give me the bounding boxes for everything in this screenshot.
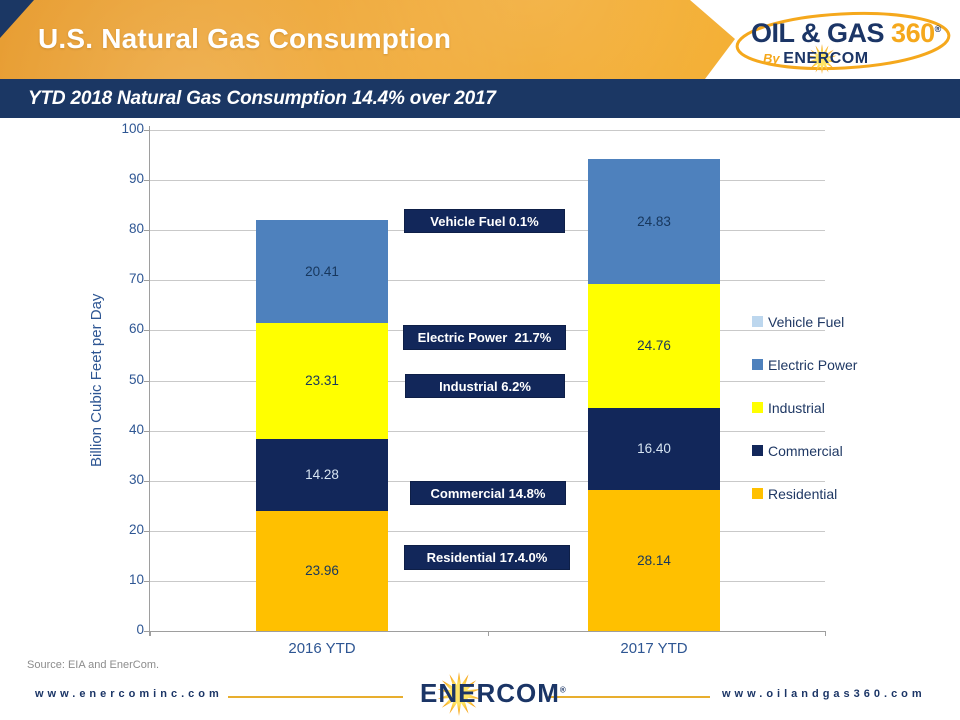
callout-vehicle-fuel: Vehicle Fuel 0.1% — [404, 209, 565, 233]
corner-triangle-decoration — [0, 0, 34, 38]
legend-label: Vehicle Fuel — [768, 313, 845, 330]
subtitle-bar: YTD 2018 Natural Gas Consumption 14.4% o… — [0, 79, 960, 118]
x-tick-mark — [150, 631, 151, 636]
callout-industrial: Industrial 6.2% — [405, 374, 565, 398]
y-tick-label: 20 — [128, 521, 144, 537]
footer-brand-text: ENERCOM — [420, 678, 560, 708]
legend: Vehicle Fuel Electric Power Industrial Comm… — [752, 300, 857, 515]
legend-label: Commercial — [768, 442, 843, 459]
gridline — [150, 580, 825, 582]
y-tick-label: 30 — [128, 471, 144, 487]
enercominc-link[interactable]: www.enercominc.com — [35, 688, 223, 700]
gridline — [150, 180, 825, 182]
gridline — [150, 430, 825, 432]
chart-subtitle: YTD 2018 Natural Gas Consumption 14.4% o… — [28, 88, 496, 109]
legend-label: Industrial — [768, 399, 825, 416]
logo-byline: By ENERCOM — [763, 50, 869, 68]
bar-segment-electric-power — [256, 220, 388, 323]
y-tick-label: 100 — [121, 121, 144, 136]
y-tick-mark — [144, 130, 150, 131]
legend-swatch-icon — [752, 402, 763, 413]
logo-by: By — [763, 51, 784, 66]
logo-enercom: ENERCOM — [783, 50, 869, 67]
footer-divider-right — [548, 696, 710, 698]
bar-value-label: 16.40 — [637, 440, 671, 456]
y-tick-mark — [144, 430, 150, 432]
bar-segment-industrial — [256, 322, 388, 440]
legend-item-industrial: Industrial — [752, 386, 857, 429]
y-tick-label: 50 — [128, 371, 144, 387]
source-note: Source: EIA and EnerCom. — [27, 659, 160, 671]
page-title: U.S. Natural Gas Consumption — [38, 23, 452, 54]
oil-and-gas-360-logo: OIL & GAS 360® By ENERCOM — [690, 0, 960, 79]
bar-segment-commercial — [588, 407, 720, 491]
bar-value-label: 14.28 — [305, 467, 339, 483]
category-label: 2017 YTD — [620, 640, 688, 657]
y-tick-label: 40 — [128, 421, 144, 437]
y-tick-label: 0 — [136, 622, 144, 637]
gridline — [150, 280, 825, 282]
gridline — [150, 130, 825, 131]
oilandgas360-link[interactable]: www.oilandgas360.com — [722, 688, 926, 700]
legend-swatch-icon — [752, 445, 763, 456]
bar-segment-industrial — [588, 283, 720, 408]
footer-registered-mark-icon: ® — [559, 685, 567, 695]
logo-gas: GAS — [827, 18, 885, 48]
y-tick-label: 90 — [128, 171, 144, 187]
bar-value-label: 24.76 — [637, 337, 671, 353]
logo-wordmark: OIL & GAS 360® — [751, 18, 941, 49]
logo-amp: & — [794, 18, 828, 48]
logo-oil: OIL — [751, 18, 795, 48]
bar-value-label: 23.96 — [305, 563, 339, 578]
legend-item-electric-power: Electric Power — [752, 343, 857, 386]
y-tick-mark — [144, 380, 150, 382]
x-tick-mark — [825, 631, 826, 636]
callout-residential: Residential 17.4.0% — [404, 545, 570, 570]
y-tick-mark — [144, 480, 150, 482]
legend-swatch-icon — [752, 316, 763, 327]
y-tick-mark — [144, 631, 150, 632]
y-axis-line — [149, 126, 150, 636]
callout-commercial: Commercial 14.8% — [410, 481, 566, 505]
y-tick-mark — [144, 280, 150, 282]
callout-electric-power: Electric Power 21.7% — [403, 325, 566, 350]
bar-value-label: 23.31 — [305, 373, 339, 388]
y-tick-mark — [144, 180, 150, 182]
legend-swatch-icon — [752, 359, 763, 370]
registered-mark-icon: ® — [934, 24, 942, 34]
legend-label: Electric Power — [768, 356, 858, 373]
footer-enercom-logo: ENERCOM® — [420, 678, 567, 709]
footer-divider-left — [228, 696, 403, 698]
bar-value-label: 24.83 — [637, 213, 671, 229]
bar-value-label: 20.41 — [305, 263, 339, 279]
legend-item-residential: Residential — [752, 472, 857, 515]
legend-label: Residential — [768, 485, 838, 502]
logo-swoosh-icon — [735, 11, 951, 71]
x-tick-mark — [487, 631, 489, 636]
y-tick-mark — [144, 330, 150, 332]
y-tick-mark — [144, 580, 150, 582]
gridline — [150, 530, 825, 532]
header: U.S. Natural Gas Consumption OIL & GAS 3… — [0, 0, 960, 79]
y-tick-mark — [144, 530, 150, 532]
legend-item-vehicle-fuel: Vehicle Fuel — [752, 300, 857, 343]
y-tick-label: 60 — [128, 321, 144, 337]
y-tick-label: 80 — [128, 221, 144, 237]
legend-item-commercial: Commercial — [752, 429, 857, 472]
y-tick-label: 70 — [128, 271, 144, 287]
bar-segment-residential — [256, 511, 388, 631]
logo-360: 360 — [884, 18, 935, 48]
bar-segment-electric-power — [588, 159, 720, 284]
bar-segment-residential — [588, 490, 720, 631]
y-tick-label: 10 — [128, 571, 144, 587]
bar-segment-commercial — [256, 439, 388, 511]
bar-value-label: 28.14 — [637, 552, 671, 568]
category-label: 2016 YTD — [288, 640, 356, 657]
legend-swatch-icon — [752, 488, 763, 499]
plot-area: 23.96 14.28 23.31 20.41 2016 YTD 28.14 16.40 24… — [149, 126, 826, 657]
y-tick-mark — [144, 230, 150, 232]
